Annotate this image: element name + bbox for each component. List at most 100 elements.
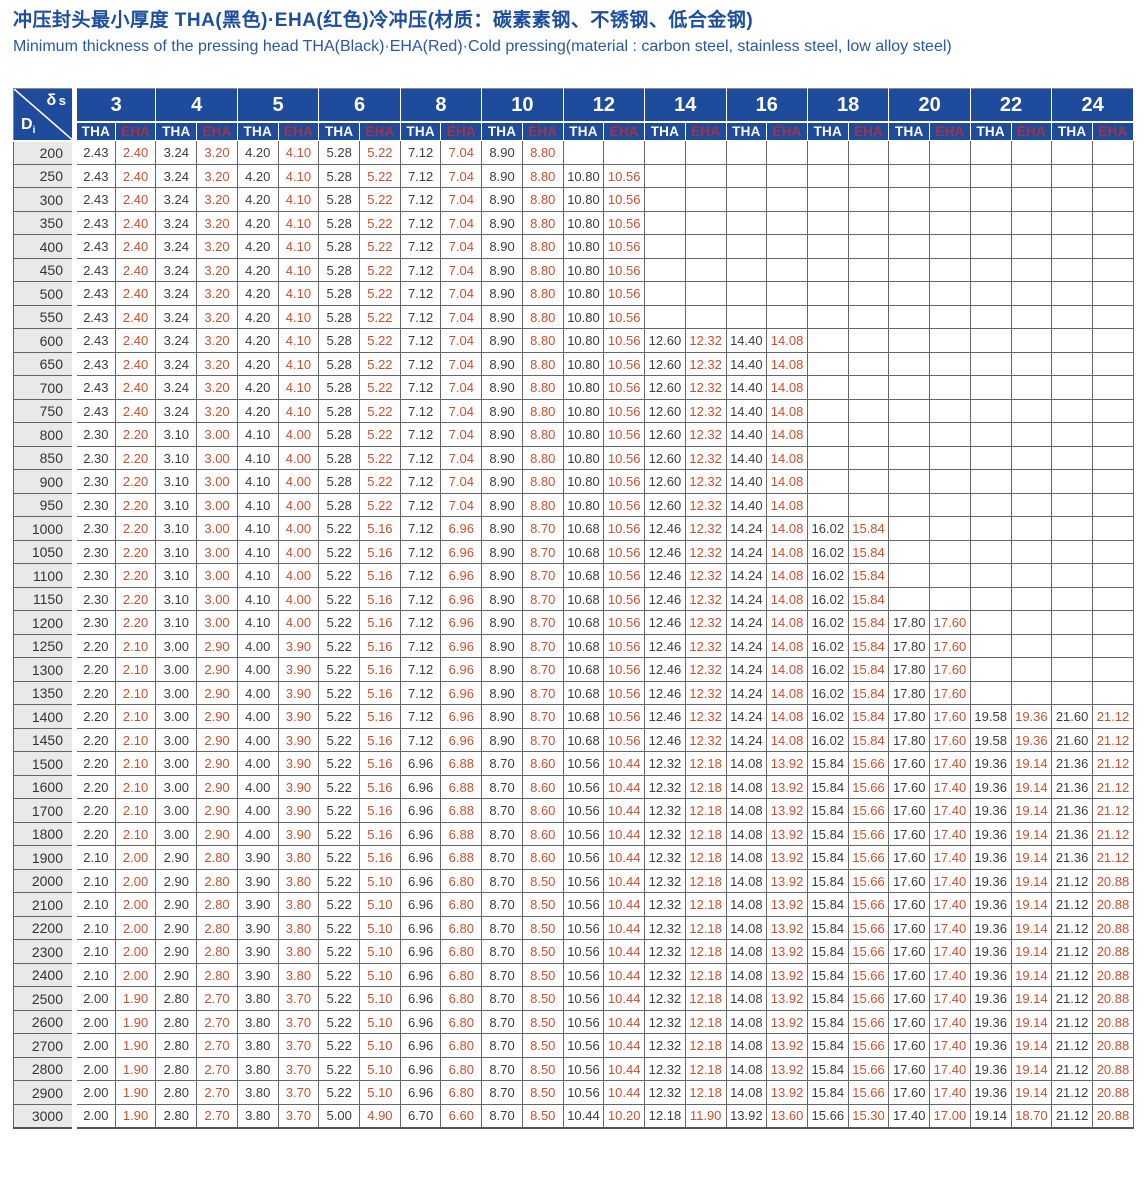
cell-tha: 17.60 [888, 774, 931, 800]
table-row-di-1600: 1600 2.20 2.10 3.00 2.90 4.00 3.90 5.22 5.16 6.96… [13, 774, 1135, 800]
cell-eha: 17.40 [929, 1080, 971, 1105]
cell-eha: 8.70 [521, 657, 564, 682]
cell-tha: 3.10 [155, 516, 198, 541]
cell-tha [1051, 680, 1093, 706]
cell-eha: 20.88 [1091, 1080, 1135, 1105]
cell-tha: 7.12 [399, 516, 442, 541]
cell-tha: 2.80 [155, 1103, 198, 1129]
cell-tha: 6.96 [399, 915, 442, 941]
cell-eha: 10.44 [603, 751, 646, 776]
cell-eha: 6.96 [440, 704, 483, 729]
cell-tha: 21.12 [1051, 868, 1093, 894]
cell-tha: 4.10 [236, 610, 279, 635]
cell-eha: 10.56 [603, 210, 646, 236]
cell-tha [969, 328, 1012, 353]
cell-tha [725, 257, 768, 283]
cell-tha: 3.24 [155, 163, 198, 189]
cell-eha: 5.22 [359, 281, 401, 306]
cell-tha: 8.90 [481, 375, 523, 400]
cell-tha: 14.08 [725, 798, 768, 823]
cell-eha: 8.70 [521, 539, 564, 565]
cell-eha [766, 163, 808, 189]
cell-eha: 12.32 [684, 633, 727, 659]
cell-eha: 19.36 [1010, 704, 1053, 729]
cell-tha: 21.36 [1051, 845, 1093, 870]
cell-tha: 6.96 [399, 1056, 442, 1082]
table-row-di-250: 250 2.43 2.40 3.24 3.20 4.20 4.10 5.28 5.22 7.12 7… [13, 163, 1135, 189]
cell-eha [847, 257, 890, 283]
cell-tha [888, 398, 931, 424]
cell-tha [888, 304, 931, 330]
page: 冲压封头最小厚度 THA(黑色)·EHA(红色)冷冲压(材质：碳素素钢、不锈钢、… [13, 10, 1135, 1129]
cell-tha: 7.12 [399, 210, 442, 236]
cell-tha: 10.80 [562, 281, 605, 306]
cell-eha: 14.08 [766, 375, 808, 400]
cell-eha: 15.66 [847, 821, 890, 847]
cell-tha: 7.12 [399, 445, 442, 471]
cell-eha: 14.08 [766, 727, 808, 753]
cell-tha [1051, 140, 1093, 165]
cell-tha: 2.30 [74, 492, 116, 518]
cell-tha: 15.84 [806, 798, 849, 823]
cell-eha: 5.16 [359, 821, 401, 847]
cell-tha: 6.96 [399, 751, 442, 776]
cell-eha: 4.90 [359, 1103, 401, 1129]
cell-eha: 6.88 [440, 821, 483, 847]
diameter-cell: 1200 [13, 610, 77, 635]
cell-tha: 7.12 [399, 704, 442, 729]
cell-eha: 3.20 [196, 140, 238, 165]
subheader-eha-16: EHA [766, 121, 808, 142]
cell-tha: 2.10 [74, 868, 116, 894]
cell-eha: 7.04 [440, 281, 483, 306]
cell-tha: 15.84 [806, 986, 849, 1011]
cell-tha [888, 257, 931, 283]
cell-tha: 14.08 [725, 774, 768, 800]
cell-tha: 4.00 [236, 751, 279, 776]
cell-eha: 8.70 [521, 563, 564, 588]
cell-tha: 2.30 [74, 516, 116, 541]
cell-eha: 3.90 [277, 821, 320, 847]
cell-eha: 12.32 [684, 445, 727, 471]
cell-eha: 7.04 [440, 351, 483, 377]
cell-tha [888, 187, 931, 212]
cell-eha: 17.60 [929, 680, 971, 706]
cell-tha: 14.24 [725, 610, 768, 635]
cell-eha: 8.70 [521, 610, 564, 635]
cell-eha: 21.12 [1091, 704, 1135, 729]
cell-eha: 15.66 [847, 962, 890, 988]
cell-tha [1051, 563, 1093, 588]
table-row-di-3000: 3000 2.00 1.90 2.80 2.70 3.80 3.70 5.00 4.90 6.70… [13, 1103, 1135, 1129]
cell-eha [847, 445, 890, 471]
cell-eha: 13.92 [766, 821, 808, 847]
cell-eha: 6.96 [440, 633, 483, 659]
cell-eha: 8.70 [521, 516, 564, 541]
cell-tha: 5.22 [318, 845, 361, 870]
cell-eha: 5.22 [359, 398, 401, 424]
cell-eha: 19.14 [1010, 1009, 1053, 1035]
cell-tha: 4.20 [236, 187, 279, 212]
cell-eha: 2.80 [196, 845, 238, 870]
cell-eha [1010, 539, 1053, 565]
cell-tha: 5.22 [318, 586, 361, 612]
cell-eha: 4.00 [277, 492, 320, 518]
cell-tha: 3.00 [155, 633, 198, 659]
cell-eha: 3.90 [277, 774, 320, 800]
cell-eha [929, 281, 971, 306]
cell-tha: 3.00 [155, 821, 198, 847]
cell-tha: 3.00 [155, 657, 198, 682]
cell-tha: 5.22 [318, 657, 361, 682]
table-row-di-1700: 1700 2.20 2.10 3.00 2.90 4.00 3.90 5.22 5.16 6.96… [13, 798, 1135, 823]
cell-tha: 12.32 [644, 915, 686, 941]
diameter-cell: 1150 [13, 586, 77, 612]
cell-tha [1051, 375, 1093, 400]
cell-eha: 7.04 [440, 375, 483, 400]
cell-eha [766, 140, 808, 165]
cell-eha: 10.56 [603, 539, 646, 565]
cell-tha [969, 563, 1012, 588]
cell-tha [1051, 445, 1093, 471]
cell-tha: 12.18 [644, 1103, 686, 1129]
cell-tha [806, 187, 849, 212]
cell-tha [888, 492, 931, 518]
cell-eha: 5.10 [359, 1080, 401, 1105]
cell-eha [766, 210, 808, 236]
